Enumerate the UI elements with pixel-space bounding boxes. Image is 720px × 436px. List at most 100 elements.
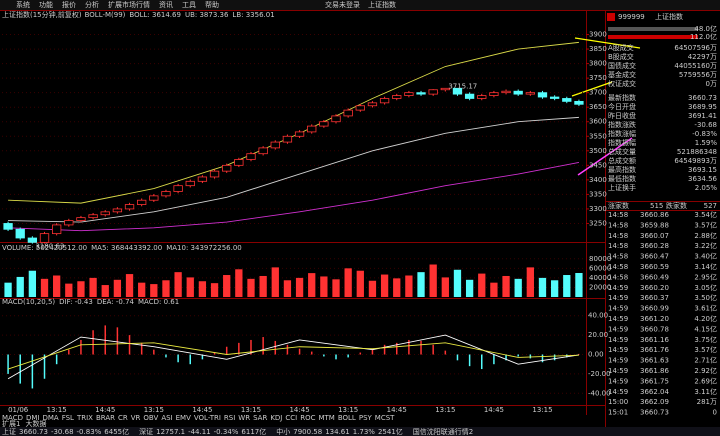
tick-time: 14:58 <box>608 221 628 229</box>
tick-volume: 3.54亿 <box>694 210 717 219</box>
indicator-tab[interactable]: VR <box>131 414 141 422</box>
tick-volume: 0 <box>713 409 717 417</box>
ext-tab[interactable]: 大数据 <box>25 419 46 428</box>
y-tick-label: 3550 <box>589 132 607 140</box>
volume-bar <box>514 278 522 297</box>
status-item: 国信沈阳联通行情2 <box>413 427 473 436</box>
candle-body <box>64 220 74 226</box>
indicator-tab[interactable]: DMA <box>42 414 58 422</box>
volume-bar <box>210 283 219 297</box>
indicator-tab[interactable]: PSY <box>359 414 373 422</box>
indicator-tab[interactable]: FSL <box>62 414 74 422</box>
stat-value: 0万 <box>706 80 717 88</box>
indicator-tab[interactable]: SAR <box>253 414 267 422</box>
candle-body <box>209 170 220 178</box>
indicator-tab[interactable]: VOL-TRI <box>194 414 221 422</box>
volume-bar <box>186 277 194 297</box>
volume-bar <box>320 276 328 297</box>
menu-item[interactable]: 系统 <box>16 0 30 9</box>
indicator-tab[interactable]: ASI <box>161 414 172 422</box>
y-tick-label: 40000 <box>589 274 611 282</box>
stat-value: -30.68 <box>694 121 717 129</box>
tick-price: 3661.86 <box>640 367 669 375</box>
volume-bar <box>465 279 474 297</box>
y-tick-label: 3650 <box>589 103 607 111</box>
indicator-tab[interactable]: MCST <box>375 414 395 422</box>
tick-volume: 3.22亿 <box>694 241 717 250</box>
menu-item[interactable]: 报价 <box>62 0 76 9</box>
indicator-tab[interactable]: OBV <box>143 414 158 422</box>
volume-bar <box>417 272 425 297</box>
indicator-tab[interactable]: CCI <box>285 414 297 422</box>
tick-price: 3660.86 <box>640 211 669 219</box>
candle-body <box>549 96 560 99</box>
y-tick-label: 0.00 <box>588 351 604 359</box>
candle-body <box>319 121 329 127</box>
candle-body <box>525 92 535 95</box>
candle-body <box>501 90 511 94</box>
menu-item[interactable]: 帮助 <box>205 0 219 9</box>
y-tick-label: -20.00 <box>588 370 611 378</box>
candle-body <box>537 92 548 98</box>
tick-time: 14:59 <box>608 346 628 354</box>
ratio-bar <box>608 35 698 39</box>
stat-value: -0.83% <box>692 130 717 138</box>
indicator-tab[interactable]: DMI <box>26 414 40 422</box>
x-tick-label: 14:45 <box>387 406 407 414</box>
status-item: 6455亿 <box>104 427 129 436</box>
menu-item[interactable]: 工具 <box>182 1 196 9</box>
ext-tab[interactable]: 扩展1 <box>2 419 20 428</box>
indicator-tab[interactable]: RSI <box>224 414 235 422</box>
stat-label: 指数振幅 <box>608 138 636 147</box>
tick-price: 3660.20 <box>640 284 669 292</box>
stat-value: 64507596万 <box>674 44 717 52</box>
y-tick-label: 3250 <box>589 219 607 227</box>
indicator-tab[interactable]: EMV <box>176 414 191 422</box>
stat-label: A股成交 <box>608 43 634 52</box>
volume-bar <box>16 276 24 297</box>
x-tick-label: 14:45 <box>484 406 504 414</box>
tick-time: 14:59 <box>608 377 628 385</box>
indicator-tab[interactable]: MACD <box>2 414 23 422</box>
tick-time: 14:58 <box>608 211 628 219</box>
candle-body <box>137 199 147 205</box>
indicator-tab[interactable]: MTM <box>318 414 334 422</box>
menu-item[interactable]: 功能 <box>39 0 53 9</box>
tick-volume: 4.20亿 <box>694 314 717 323</box>
indicator-tab[interactable]: WR <box>238 414 250 422</box>
volume-bar <box>332 279 340 297</box>
indicator-tab[interactable]: BOLL <box>338 414 356 422</box>
volume-legend: MA10: 343972256.00 <box>166 244 242 252</box>
indicator-tab[interactable]: ROC <box>300 414 315 422</box>
tick-time: 14:59 <box>608 305 628 313</box>
volume-bar <box>478 273 486 297</box>
menu-item[interactable]: 扩展市场行情 <box>108 0 150 9</box>
candle-body <box>574 100 584 105</box>
tick-time: 14:59 <box>608 336 628 344</box>
tick-price: 3661.20 <box>640 315 669 323</box>
volume-bar <box>138 282 146 297</box>
indicator-tab[interactable]: BRAR <box>96 414 115 422</box>
menu-item[interactable]: 资讯 <box>159 0 173 9</box>
volume-bar <box>223 275 231 297</box>
candle-body <box>185 180 195 187</box>
candle-body <box>513 90 523 95</box>
volume-bar <box>40 278 49 297</box>
macd-legend: DEA: -0.74 <box>97 298 135 306</box>
candle-body <box>464 93 475 99</box>
volume-bar <box>198 281 207 297</box>
stat-value: 3693.15 <box>688 166 717 174</box>
indicator-tab[interactable]: CR <box>118 414 128 422</box>
volume-legend: VOLUME: 502420512.00 <box>2 244 87 252</box>
volume-bar <box>65 283 73 297</box>
menu-item[interactable]: 分析 <box>85 0 99 9</box>
tick-price: 3660.49 <box>640 273 669 281</box>
indicator-tab[interactable]: KDJ <box>270 414 282 422</box>
indicator-tab[interactable]: TRIX <box>76 414 93 422</box>
chart-title: 上证指数(15分钟,前复权) <box>2 10 82 19</box>
tick-time: 15:01 <box>608 409 628 417</box>
stat-label: B股成交 <box>608 52 634 61</box>
stat-label: 指数涨幅 <box>608 129 636 138</box>
status-item: 6117亿 <box>241 427 266 436</box>
